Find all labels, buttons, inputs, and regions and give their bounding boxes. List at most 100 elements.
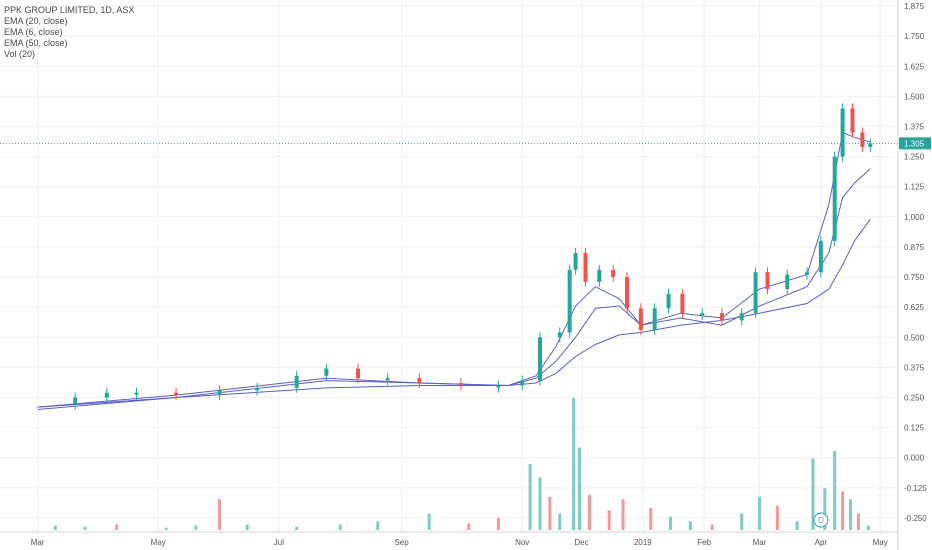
candle-body bbox=[840, 108, 845, 157]
x-tick-label: Sep bbox=[394, 538, 409, 547]
last-price-box bbox=[899, 137, 931, 150]
candle-body bbox=[385, 378, 390, 381]
candle-body bbox=[217, 390, 222, 396]
volume-bar bbox=[775, 505, 779, 530]
volume-bar bbox=[427, 513, 431, 530]
x-tick-label: Mar bbox=[753, 538, 767, 547]
y-tick-label: 1.625 bbox=[904, 62, 925, 71]
volume-bar bbox=[572, 398, 576, 530]
y-tick-label: -0.125 bbox=[904, 484, 927, 493]
chart-title[interactable]: PPK GROUP LIMITED, 1D, ASX bbox=[4, 5, 135, 15]
volume-bar bbox=[83, 526, 87, 530]
candle-body bbox=[805, 272, 810, 275]
volume-bar bbox=[795, 521, 799, 530]
volume-bar bbox=[740, 513, 744, 530]
volume-bar bbox=[578, 447, 582, 530]
volume-bar bbox=[823, 488, 827, 530]
y-tick-label: 1.000 bbox=[904, 213, 925, 222]
candle-body bbox=[174, 392, 179, 396]
volume-bar bbox=[558, 513, 562, 530]
time-axis[interactable]: Mar May Jul Sep Nov Dec 2019 Feb Mar Apr May bbox=[0, 531, 898, 547]
y-tick-label: 0.500 bbox=[904, 333, 925, 342]
ema-20-line bbox=[37, 168, 871, 408]
y-tick-label: 0.000 bbox=[904, 454, 925, 463]
y-tick-label: 1.125 bbox=[904, 183, 925, 192]
x-tick-label: Apr bbox=[815, 538, 828, 547]
candle-body bbox=[666, 293, 671, 309]
volume-bar bbox=[496, 517, 500, 530]
volume-bar bbox=[548, 497, 552, 530]
x-tick-label: Feb bbox=[697, 538, 711, 547]
candle-body bbox=[597, 269, 602, 282]
candle-body bbox=[458, 383, 463, 386]
volume-label[interactable]: Vol (20) bbox=[4, 49, 36, 59]
volume-bar bbox=[338, 524, 342, 530]
volume-bar bbox=[849, 499, 853, 530]
candle-body bbox=[520, 380, 525, 386]
y-tick-label: 0.875 bbox=[904, 243, 925, 252]
candle-body bbox=[104, 392, 109, 398]
candle-body bbox=[652, 308, 657, 331]
volume-bar bbox=[528, 464, 532, 530]
y-tick-label: 0.625 bbox=[904, 303, 925, 312]
price-axis[interactable]: 1.875 1.750 1.625 1.500 1.375 1.250 1.125 1.000… bbox=[897, 0, 927, 550]
x-tick-label: Mar bbox=[31, 538, 45, 547]
volume-bar bbox=[115, 524, 119, 530]
candle-body bbox=[611, 269, 616, 278]
candle-body bbox=[860, 132, 865, 147]
volume-bar bbox=[669, 516, 673, 530]
candle-body bbox=[356, 368, 361, 379]
volume-bar bbox=[856, 513, 860, 530]
candle-body bbox=[537, 337, 542, 381]
indicator-legend: PPK GROUP LIMITED, 1D, ASX EMA (20, clos… bbox=[4, 5, 134, 60]
candle-body bbox=[294, 375, 299, 388]
candle-body bbox=[255, 387, 260, 391]
dividend-marker[interactable]: D bbox=[813, 512, 829, 528]
ema-50-line bbox=[37, 218, 871, 410]
volume-bar bbox=[295, 526, 299, 530]
x-tick-label: Dec bbox=[574, 538, 588, 547]
candle-body bbox=[680, 293, 685, 314]
volume-bar bbox=[607, 510, 611, 530]
y-tick-label: 0.375 bbox=[904, 363, 925, 372]
volume-bar bbox=[833, 450, 837, 530]
y-tick-label: 1.250 bbox=[904, 153, 925, 162]
candle-body bbox=[134, 392, 139, 395]
ema-20-label[interactable]: EMA (20, close) bbox=[4, 16, 68, 26]
volume-bar bbox=[621, 499, 625, 530]
volume-bar bbox=[587, 494, 591, 530]
ema-50-label[interactable]: EMA (50, close) bbox=[4, 38, 68, 48]
y-tick-label: 1.500 bbox=[904, 92, 925, 101]
candle-body bbox=[73, 397, 78, 405]
candle-body bbox=[700, 313, 705, 316]
ema-6-label[interactable]: EMA (6, close) bbox=[4, 27, 63, 37]
candle-body bbox=[625, 277, 630, 309]
x-tick-label: May bbox=[873, 538, 888, 547]
volume-series bbox=[53, 398, 870, 530]
dividend-marker-circle bbox=[813, 512, 829, 528]
candle-body bbox=[638, 308, 643, 331]
volume-bar bbox=[376, 521, 380, 530]
candle-body bbox=[583, 252, 588, 282]
volume-bar bbox=[245, 524, 249, 530]
dividend-marker-label: D bbox=[818, 516, 824, 525]
volume-bar bbox=[218, 499, 222, 530]
volume-bar bbox=[467, 523, 471, 530]
candle-body bbox=[765, 272, 770, 290]
candle-body bbox=[573, 252, 578, 270]
candle-body bbox=[850, 108, 855, 133]
x-tick-label: Jul bbox=[274, 538, 284, 547]
candle-body bbox=[868, 143, 873, 147]
candle-body bbox=[719, 313, 724, 321]
price-series bbox=[73, 103, 873, 410]
y-tick-label: 1.750 bbox=[904, 32, 925, 41]
volume-bar bbox=[649, 508, 653, 530]
candle-body bbox=[417, 378, 422, 384]
volume-bar bbox=[811, 458, 815, 530]
y-tick-label: -0.250 bbox=[904, 514, 927, 523]
x-tick-label: Nov bbox=[515, 538, 529, 547]
volume-bar bbox=[688, 521, 692, 530]
last-price-marker: 1.305 bbox=[0, 137, 931, 150]
y-tick-label: 1.875 bbox=[904, 2, 925, 11]
